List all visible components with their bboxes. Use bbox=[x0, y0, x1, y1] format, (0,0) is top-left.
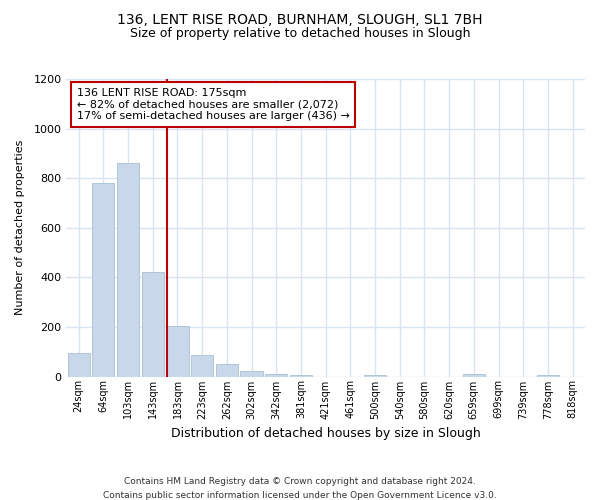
Bar bbox=[191, 356, 213, 376]
Y-axis label: Number of detached properties: Number of detached properties bbox=[15, 140, 25, 316]
Bar bbox=[265, 374, 287, 376]
Text: Contains HM Land Registry data © Crown copyright and database right 2024.: Contains HM Land Registry data © Crown c… bbox=[124, 478, 476, 486]
Bar bbox=[142, 272, 164, 376]
Bar bbox=[92, 183, 115, 376]
Text: 136 LENT RISE ROAD: 175sqm
← 82% of detached houses are smaller (2,072)
17% of s: 136 LENT RISE ROAD: 175sqm ← 82% of deta… bbox=[77, 88, 350, 121]
Bar bbox=[216, 364, 238, 376]
Text: Size of property relative to detached houses in Slough: Size of property relative to detached ho… bbox=[130, 28, 470, 40]
Bar bbox=[166, 326, 188, 376]
Text: Contains public sector information licensed under the Open Government Licence v3: Contains public sector information licen… bbox=[103, 491, 497, 500]
Bar bbox=[241, 371, 263, 376]
Bar bbox=[537, 375, 559, 376]
Bar bbox=[68, 353, 90, 376]
X-axis label: Distribution of detached houses by size in Slough: Distribution of detached houses by size … bbox=[171, 427, 481, 440]
Text: 136, LENT RISE ROAD, BURNHAM, SLOUGH, SL1 7BH: 136, LENT RISE ROAD, BURNHAM, SLOUGH, SL… bbox=[117, 12, 483, 26]
Bar bbox=[463, 374, 485, 376]
Bar bbox=[290, 374, 312, 376]
Bar bbox=[364, 375, 386, 376]
Bar bbox=[117, 164, 139, 376]
